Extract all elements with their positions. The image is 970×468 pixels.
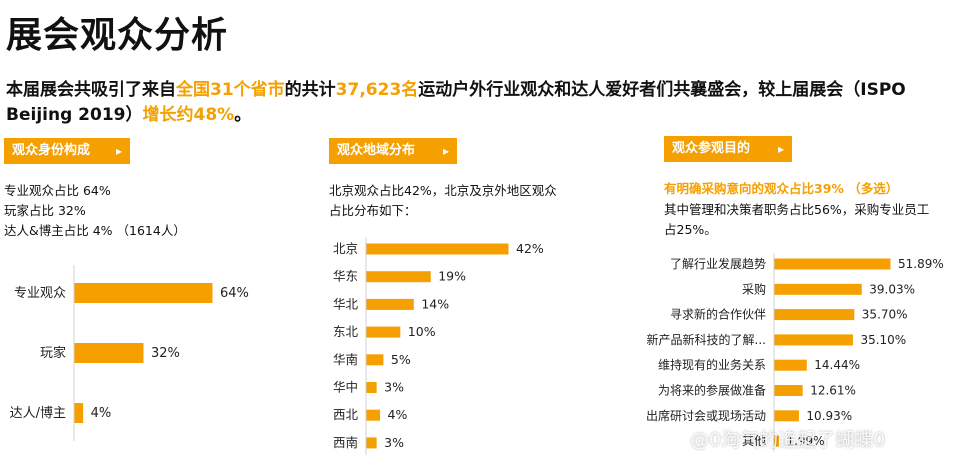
purpose-bar (774, 309, 855, 321)
identity-bar (74, 403, 84, 423)
intro-part-0: 本届展会共吸引了来自 (6, 80, 176, 100)
purpose-value-label: 39.03% (869, 282, 915, 296)
identity-bar (74, 283, 213, 303)
intro-paragraph: 本届展会共吸引了来自全国31个省市的共计37,623名运动户外行业观众和达人爱好… (6, 78, 956, 128)
intro-part-3: 37,623名 (335, 80, 419, 100)
purpose-value-label: 12.61% (810, 384, 856, 398)
purpose-line-2: 占25%。 (664, 222, 717, 237)
identity-category-label: 达人/博主 (10, 406, 66, 421)
purpose-category-label: 了解行业发展趋势 (670, 256, 766, 271)
purpose-value-label: 1.99% (786, 434, 824, 448)
region-bar (366, 298, 414, 310)
region-bar (366, 243, 509, 255)
purpose-value-label: 14.44% (814, 358, 860, 372)
region-bar (366, 437, 377, 449)
purpose-highlight: 有明确采购意向的观众占比39% （多选） (664, 181, 899, 196)
intro-part-1: 全国31个省市 (176, 80, 285, 100)
purpose-bar (774, 410, 799, 422)
intro-part-6: 。 (234, 105, 252, 125)
identity-line-1: 专业观众占比 64% (4, 183, 111, 198)
page-title: 展会观众分析 (6, 15, 229, 56)
region-value-label: 3% (384, 380, 404, 395)
identity-value-label: 4% (91, 406, 112, 421)
purpose-bar (774, 359, 807, 371)
purpose-category-label: 新产品新科技的了解... (647, 332, 766, 347)
purpose-bar (774, 258, 891, 270)
purpose-value-label: 51.89% (898, 257, 944, 271)
identity-line-2: 玩家占比 32% (4, 203, 86, 218)
tag-purpose: 观众参观目的 (664, 136, 792, 162)
region-line-2: 占比分布如下： (329, 203, 417, 218)
purpose-value-label: 10.93% (806, 409, 852, 423)
tag-identity: 观众身份构成 (4, 138, 130, 164)
tag-region: 观众地域分布 (329, 138, 457, 164)
region-bar (366, 409, 381, 421)
purpose-bar (774, 385, 803, 396)
purpose-bar (774, 283, 862, 295)
identity-line-3: 达人&博主占比 4% （1614人） (4, 223, 186, 238)
region-bar (366, 382, 377, 393)
region-category-label: 华东 (333, 269, 358, 284)
region-category-label: 华南 (333, 352, 358, 367)
identity-category-label: 专业观众 (14, 286, 66, 301)
purpose-category-label: 维持现有的业务关系 (658, 357, 766, 372)
region-category-label: 西北 (333, 407, 359, 422)
identity-bar (74, 343, 144, 363)
intro-part-4: 运动户外行业观众和达人爱好者们共襄盛会，较上届展会（ISPO Beijing 2… (6, 80, 906, 125)
region-category-label: 北京 (333, 241, 358, 256)
region-value-label: 5% (391, 352, 411, 367)
region-value-label: 14% (421, 296, 449, 311)
region-value-label: 4% (388, 407, 408, 422)
purpose-line-1: 其中管理和决策者职务占比56%，采购专业员工 (664, 202, 930, 217)
purpose-bar (774, 435, 779, 447)
watermark-text: @0淘气的追起了蝴蝶0 (690, 429, 886, 451)
region-category-label: 华北 (333, 296, 359, 311)
purpose-category-label: 采购 (742, 281, 766, 296)
intro-part-5: 增长约48% (142, 105, 235, 125)
region-category-label: 东北 (333, 324, 359, 339)
identity-category-label: 玩家 (40, 345, 66, 361)
purpose-value-label: 35.70% (862, 308, 908, 322)
region-value-label: 42% (516, 241, 544, 256)
region-bar (366, 271, 431, 283)
purpose-value-label: 35.10% (860, 333, 906, 347)
identity-value-label: 32% (151, 346, 180, 361)
region-value-label: 3% (384, 435, 404, 450)
region-value-label: 19% (438, 269, 466, 284)
purpose-bar (774, 334, 853, 346)
region-category-label: 华中 (333, 380, 358, 395)
intro-part-2: 的共计 (284, 80, 336, 100)
region-value-label: 10% (408, 324, 436, 339)
identity-value-label: 64% (220, 286, 249, 301)
purpose-category-label: 为将来的参展做准备 (658, 383, 766, 398)
purpose-category-label: 出席研讨会或现场活动 (646, 408, 766, 423)
region-line-1: 北京观众占比42%，北京及京外地区观众 (329, 183, 557, 198)
purpose-category-label: 其他 (742, 434, 766, 448)
region-bar (366, 354, 384, 366)
region-category-label: 西南 (333, 435, 358, 450)
region-bar (366, 326, 401, 338)
purpose-category-label: 寻求新的合作伙伴 (670, 307, 766, 322)
